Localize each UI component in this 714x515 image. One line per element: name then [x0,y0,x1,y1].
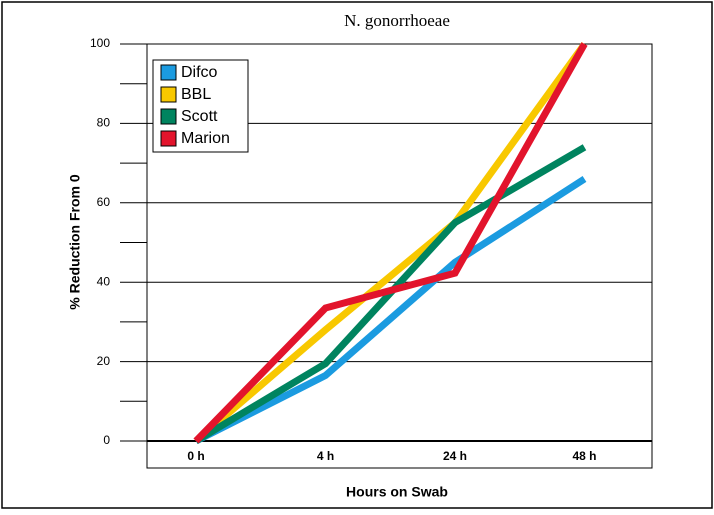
legend-swatch [160,86,177,103]
legend-label: Difco [181,64,218,81]
legend-swatch [160,108,177,125]
y-axis-label: % Reduction From 0 [67,174,83,310]
series-line [194,176,587,445]
x-tick-label: 24 h [443,449,467,463]
legend-swatch [160,64,177,81]
legend-label: BBL [181,86,211,103]
legend-swatch [160,130,177,147]
series-line [193,42,588,444]
chart-title: N. gonorrhoeae [344,11,450,30]
y-tick-label: 20 [97,354,111,368]
x-tick-label: 0 h [187,449,204,463]
x-axis-label: Hours on Swab [346,484,448,500]
series-line [193,41,588,444]
y-tick-label: 60 [97,195,111,209]
x-tick-label: 4 h [317,449,334,463]
x-tick-label: 48 h [572,449,596,463]
y-tick-label: 40 [97,274,111,288]
y-tick-label: 100 [90,36,110,50]
legend-label: Scott [181,108,218,125]
y-tick-label: 80 [97,116,111,130]
legend-label: Marion [181,130,230,147]
y-tick-label: 0 [103,433,110,447]
